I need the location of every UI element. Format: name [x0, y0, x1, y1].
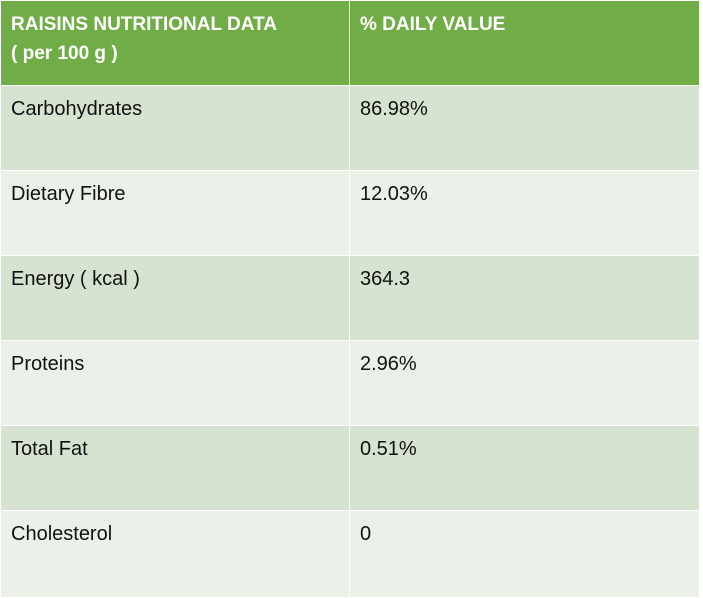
nutrient-cell: Proteins [0, 340, 350, 426]
table-row: Total Fat 0.51% [0, 425, 700, 511]
table-row: Dietary Fibre 12.03% [0, 170, 700, 256]
header-daily-value: % DAILY VALUE [349, 0, 700, 86]
header-title: RAISINS NUTRITIONAL DATA [11, 14, 277, 35]
nutrient-cell: Carbohydrates [0, 85, 350, 171]
header-row: RAISINS NUTRITIONAL DATA ( per 100 g ) %… [0, 0, 700, 86]
table-row: Carbohydrates 86.98% [0, 85, 700, 171]
value-cell: 0.51% [349, 425, 700, 511]
nutrient-cell: Cholesterol [0, 510, 350, 598]
value-cell: 2.96% [349, 340, 700, 426]
table-row: Cholesterol 0 [0, 510, 700, 598]
table-header: RAISINS NUTRITIONAL DATA ( per 100 g ) %… [0, 0, 700, 86]
header-unit: ( per 100 g ) [11, 43, 118, 64]
header-nutrient: RAISINS NUTRITIONAL DATA ( per 100 g ) [0, 0, 350, 86]
nutrient-cell: Total Fat [0, 425, 350, 511]
table-row: Proteins 2.96% [0, 340, 700, 426]
table-body: Carbohydrates 86.98% Dietary Fibre 12.03… [0, 85, 700, 598]
value-cell: 12.03% [349, 170, 700, 256]
nutrient-cell: Energy ( kcal ) [0, 255, 350, 341]
nutrient-cell: Dietary Fibre [0, 170, 350, 256]
value-cell: 0 [349, 510, 700, 598]
value-cell: 364.3 [349, 255, 700, 341]
table-row: Energy ( kcal ) 364.3 [0, 255, 700, 341]
value-cell: 86.98% [349, 85, 700, 171]
